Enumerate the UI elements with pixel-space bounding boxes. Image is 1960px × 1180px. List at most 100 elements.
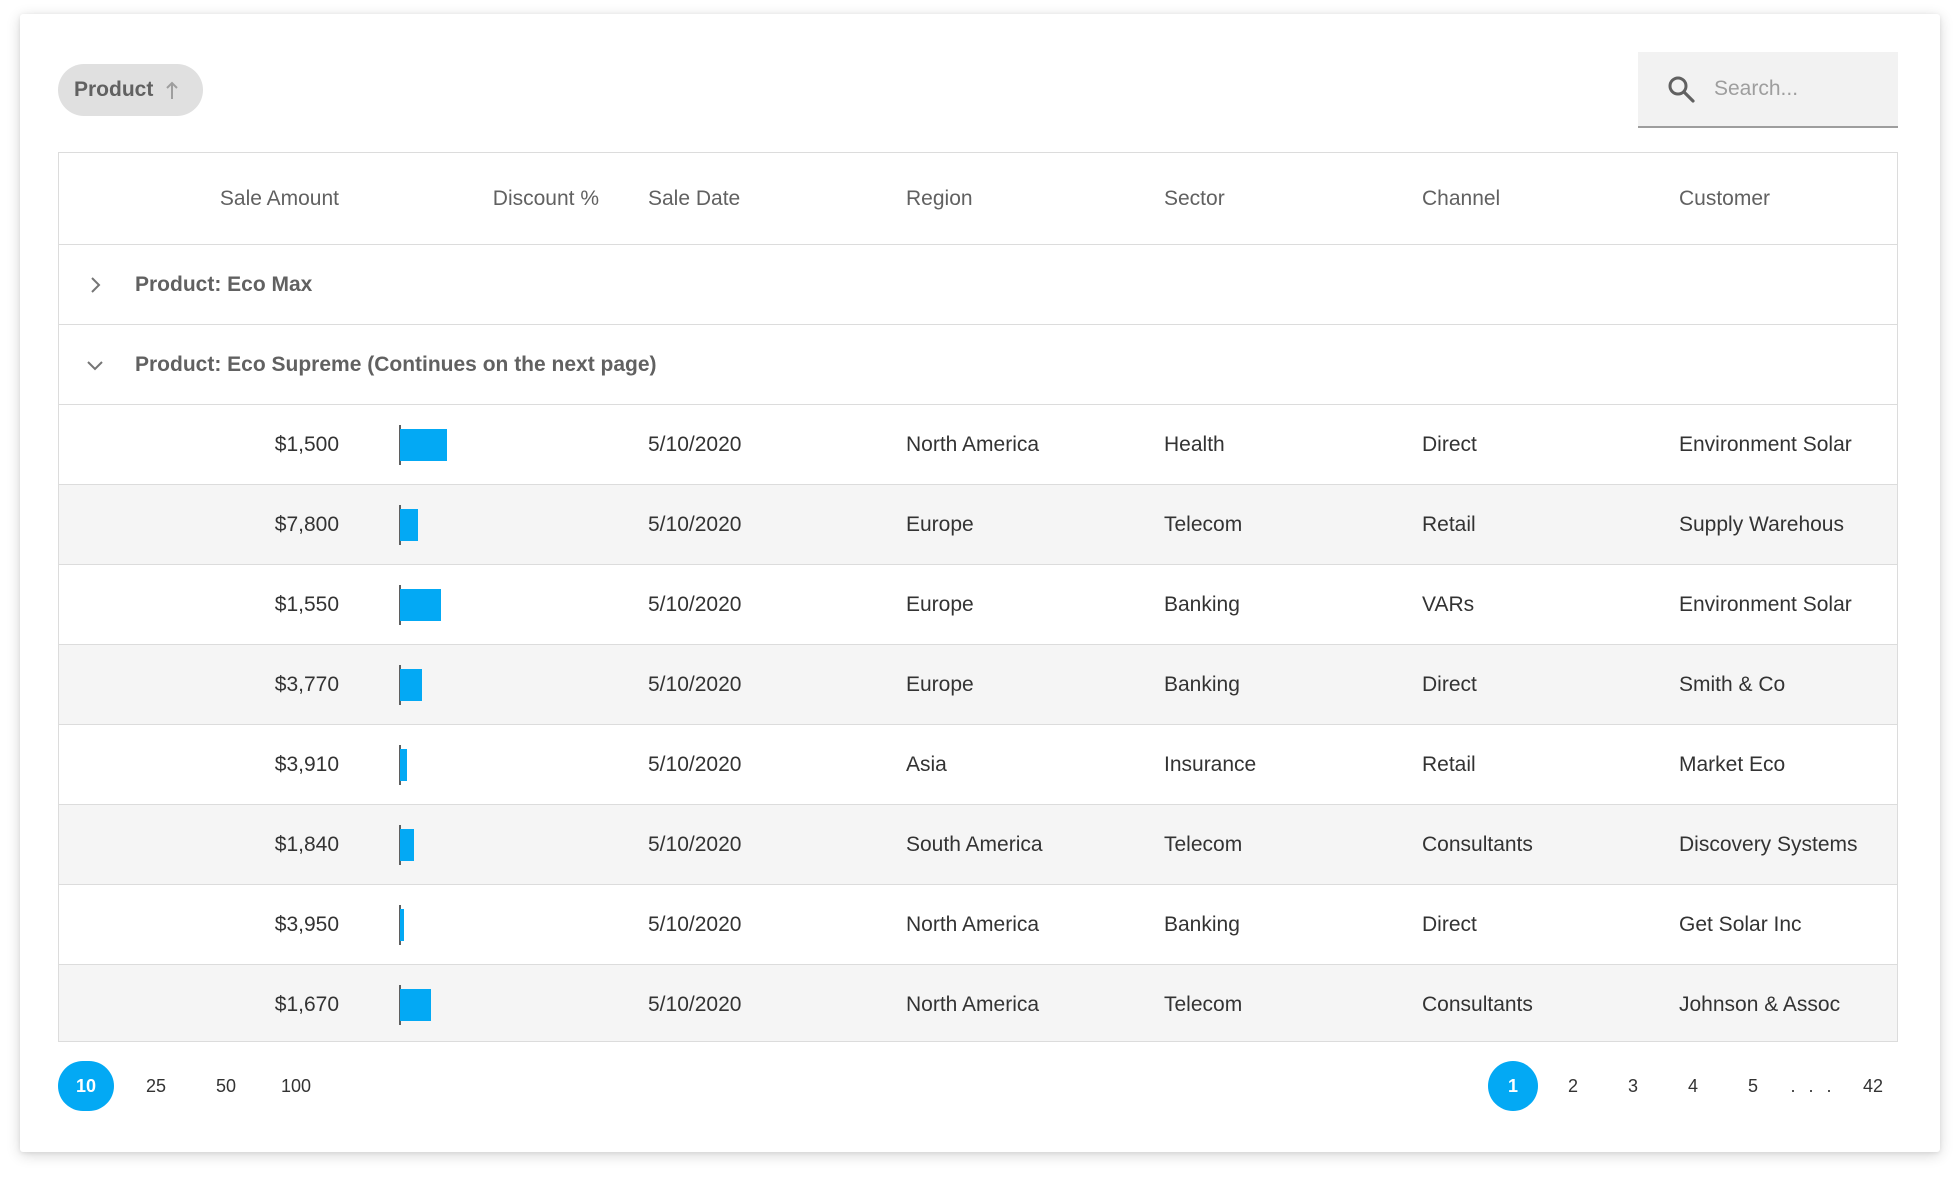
cell-sector: Telecom (1164, 512, 1243, 536)
cell-customer: Market Eco (1679, 752, 1786, 776)
cell-customer: Johnson & Assoc (1679, 992, 1841, 1016)
cell-sale-amount: $1,840 (274, 832, 339, 856)
page-size-50[interactable]: 50 (215, 1075, 237, 1096)
column-header-region[interactable]: Region (906, 186, 973, 210)
chevron-right-icon[interactable] (79, 245, 111, 324)
cell-sale-amount: $3,950 (274, 912, 339, 936)
page-button-last[interactable]: 42 (1862, 1075, 1884, 1096)
cell-customer: Environment Solar (1679, 592, 1852, 616)
page-button-5[interactable]: 5 (1747, 1075, 1758, 1096)
cell-region: North America (906, 432, 1040, 456)
group-chip-product[interactable]: Product (58, 64, 204, 116)
table-row[interactable]: $1,550 5/10/2020 Europe Banking VARs Environm… (59, 565, 1897, 645)
discount-bar (399, 904, 579, 945)
page-size-25[interactable]: 25 (145, 1075, 167, 1096)
cell-customer: Discovery Systems (1679, 832, 1858, 856)
cell-customer: Get Solar Inc (1679, 912, 1802, 936)
cell-customer: Supply Warehous (1679, 512, 1844, 536)
cell-discount (399, 805, 579, 884)
discount-bar-fill (400, 988, 431, 1021)
cell-channel: Consultants (1422, 832, 1533, 856)
cell-region: South America (906, 832, 1043, 856)
discount-bar-fill (400, 908, 404, 941)
discount-bar (399, 424, 579, 465)
page-button-1[interactable]: 1 (1488, 1061, 1538, 1111)
column-header-channel[interactable]: Channel (1422, 186, 1501, 210)
discount-bar (399, 584, 579, 625)
cell-sale-amount: $1,550 (274, 592, 339, 616)
cell-region: Europe (906, 672, 974, 696)
table-row[interactable]: $1,500 5/10/2020 North America Health Direct… (59, 405, 1897, 485)
cell-sector: Telecom (1164, 832, 1243, 856)
discount-bar-fill (400, 668, 422, 701)
cell-discount (399, 405, 579, 484)
cell-sale-date: 5/10/2020 (648, 912, 742, 936)
cell-region: Europe (906, 512, 974, 536)
cell-sector: Banking (1164, 912, 1240, 936)
table-row[interactable]: $1,670 5/10/2020 North America Telecom Consu… (59, 965, 1897, 1041)
table-row[interactable]: $1,840 5/10/2020 South America Telecom Consu… (59, 805, 1897, 885)
cell-discount (399, 885, 579, 964)
column-header-sale-date[interactable]: Sale Date (648, 186, 741, 210)
cell-sector: Banking (1164, 672, 1240, 696)
cell-channel: Retail (1422, 512, 1476, 536)
discount-bar (399, 744, 579, 785)
cell-sector: Banking (1164, 592, 1240, 616)
search-box (1638, 52, 1898, 128)
search-icon (1666, 74, 1696, 104)
cell-discount (399, 645, 579, 724)
table-row[interactable]: $3,910 5/10/2020 Asia Insurance Retail Market… (59, 725, 1897, 805)
table-row[interactable]: $3,950 5/10/2020 North America Banking Direc… (59, 885, 1897, 965)
data-grid-card: Product Sale Amount Discount % Sale Date… (20, 14, 1940, 1152)
cell-discount (399, 965, 579, 1041)
column-header-customer[interactable]: Customer (1679, 186, 1771, 210)
page-navigator: 1 2 3 4 5 . . . 42 (1488, 1061, 1898, 1111)
cell-sale-date: 5/10/2020 (648, 432, 742, 456)
table-row[interactable]: $3,770 5/10/2020 Europe Banking Direct Smith … (59, 645, 1897, 725)
header-row: Sale Amount Discount % Sale Date Region … (59, 153, 1897, 245)
page-button-2[interactable]: 2 (1567, 1075, 1578, 1096)
group-row-eco-max[interactable]: Product: Eco Max (59, 245, 1897, 325)
cell-region: North America (906, 912, 1040, 936)
cell-channel: VARs (1422, 592, 1475, 616)
column-header-sale-amount[interactable]: Sale Amount (219, 186, 339, 210)
cell-sector: Insurance (1164, 752, 1257, 776)
group-label: Product: Eco Max (135, 272, 313, 296)
cell-discount (399, 725, 579, 804)
cell-sale-amount: $7,800 (274, 512, 339, 536)
group-chip-label: Product (74, 78, 154, 101)
cell-region: North America (906, 992, 1040, 1016)
cell-sale-amount: $1,670 (274, 992, 339, 1016)
column-header-sector[interactable]: Sector (1164, 186, 1225, 210)
discount-bar-fill (400, 828, 414, 861)
page-size-selector: 10 25 50 100 (58, 1061, 324, 1111)
page-size-100[interactable]: 100 (280, 1075, 312, 1096)
table-row[interactable]: $7,800 5/10/2020 Europe Telecom Retail Supply… (59, 485, 1897, 565)
search-input[interactable] (1712, 76, 1876, 102)
discount-bar-fill (400, 588, 441, 621)
arrow-up-icon[interactable] (163, 79, 181, 101)
discount-bar (399, 664, 579, 705)
cell-customer: Environment Solar (1679, 432, 1852, 456)
cell-channel: Direct (1422, 912, 1477, 936)
chevron-down-icon[interactable] (79, 325, 111, 404)
page-button-3[interactable]: 3 (1627, 1075, 1638, 1096)
discount-bar (399, 984, 579, 1025)
cell-sector: Health (1164, 432, 1225, 456)
group-label: Product: Eco Supreme (Continues on the n… (135, 352, 657, 376)
cell-region: Asia (906, 752, 947, 776)
cell-discount (399, 485, 579, 564)
cell-sale-date: 5/10/2020 (648, 672, 742, 696)
cell-channel: Consultants (1422, 992, 1533, 1016)
cell-sale-date: 5/10/2020 (648, 992, 742, 1016)
page-size-10[interactable]: 10 (58, 1061, 114, 1111)
page-button-4[interactable]: 4 (1687, 1075, 1698, 1096)
column-header-discount[interactable]: Discount % (492, 186, 599, 210)
cell-channel: Direct (1422, 672, 1477, 696)
cell-sector: Telecom (1164, 992, 1243, 1016)
group-row-eco-supreme[interactable]: Product: Eco Supreme (Continues on the n… (59, 325, 1897, 405)
cell-discount (399, 565, 579, 644)
cell-sale-amount: $3,770 (274, 672, 339, 696)
cell-sale-date: 5/10/2020 (648, 832, 742, 856)
discount-bar-fill (400, 508, 418, 541)
